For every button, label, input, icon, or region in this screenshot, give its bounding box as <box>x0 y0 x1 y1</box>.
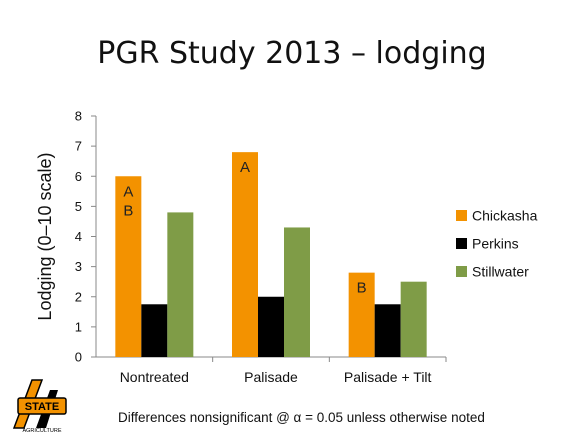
y-tick-label: 5 <box>75 199 82 214</box>
significance-letter: A <box>123 183 133 200</box>
bar <box>284 227 310 357</box>
legend-label: Stillwater <box>472 264 529 280</box>
bar <box>115 176 142 357</box>
legend-swatch <box>456 266 467 277</box>
y-tick-label: 6 <box>75 169 82 184</box>
y-tick-label: 7 <box>75 139 82 154</box>
bar <box>141 304 168 357</box>
bar <box>258 296 284 357</box>
slide-title: PGR Study 2013 – lodging <box>97 36 487 71</box>
bar <box>232 152 258 357</box>
y-tick-label: 0 <box>75 350 82 365</box>
legend-swatch <box>456 238 467 249</box>
x-tick-label: Palisade <box>244 369 298 385</box>
bar <box>167 212 194 357</box>
x-tick-label: Nontreated <box>120 369 189 385</box>
y-tick-label: 8 <box>75 109 82 124</box>
x-tick-label: Palisade + Tilt <box>344 369 432 385</box>
legend-label: Perkins <box>472 236 519 252</box>
bar <box>400 281 427 357</box>
significance-letter: B <box>123 202 133 219</box>
logo-subtext: AGRICULTURE <box>22 428 61 434</box>
osu-agriculture-logo: STATE AGRICULTURE <box>12 379 67 434</box>
y-axis-title: Lodging (0–10 scale) <box>35 152 55 320</box>
y-tick-label: 3 <box>75 259 82 274</box>
footnote: Differences nonsignificant @ α = 0.05 un… <box>118 410 485 425</box>
legend-swatch <box>456 210 467 221</box>
significance-letter: A <box>240 159 250 176</box>
legend-label: Chickasha <box>472 208 538 224</box>
y-tick-label: 2 <box>75 289 82 304</box>
y-tick-label: 1 <box>75 319 82 334</box>
bar <box>374 304 401 357</box>
logo-text: STATE <box>25 401 59 413</box>
significance-letter: B <box>357 280 367 297</box>
bar <box>348 272 375 357</box>
y-tick-label: 4 <box>75 229 82 244</box>
